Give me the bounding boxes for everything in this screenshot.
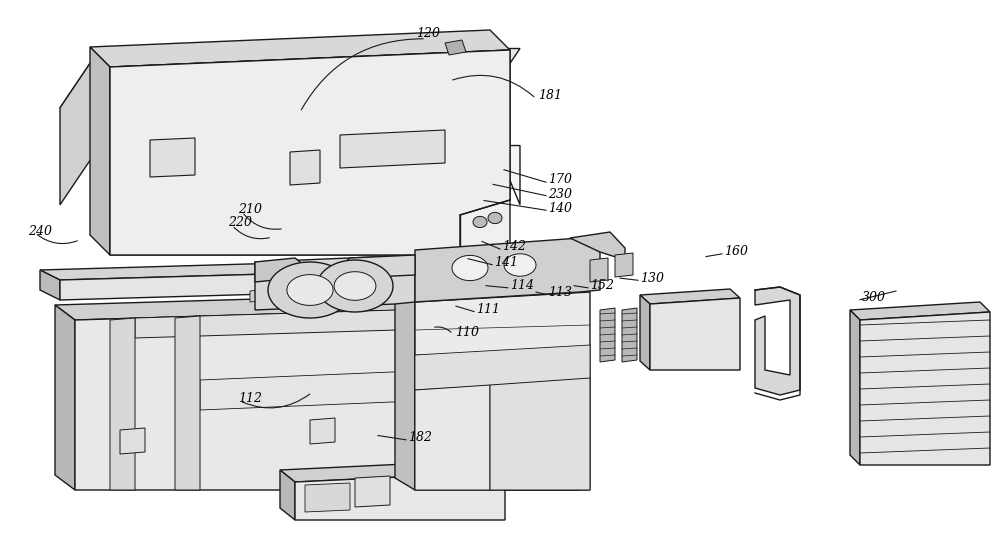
- Polygon shape: [600, 308, 615, 362]
- Polygon shape: [255, 256, 415, 310]
- Polygon shape: [310, 418, 335, 444]
- Polygon shape: [504, 254, 536, 276]
- Polygon shape: [335, 255, 415, 278]
- Polygon shape: [280, 460, 505, 482]
- Polygon shape: [150, 138, 195, 177]
- Polygon shape: [135, 305, 560, 338]
- Polygon shape: [40, 270, 60, 300]
- Text: 120: 120: [416, 27, 440, 40]
- Text: 220: 220: [228, 216, 252, 229]
- Polygon shape: [340, 130, 445, 168]
- FancyArrowPatch shape: [37, 234, 77, 244]
- Polygon shape: [622, 308, 637, 362]
- Polygon shape: [75, 305, 580, 490]
- Polygon shape: [415, 292, 590, 490]
- Polygon shape: [488, 212, 502, 224]
- Polygon shape: [120, 428, 145, 454]
- Text: 300: 300: [862, 291, 886, 304]
- Polygon shape: [40, 255, 580, 280]
- FancyArrowPatch shape: [453, 75, 534, 97]
- Polygon shape: [287, 274, 333, 306]
- Polygon shape: [452, 255, 488, 281]
- Text: 141: 141: [494, 256, 518, 269]
- Polygon shape: [415, 345, 590, 390]
- Polygon shape: [650, 298, 740, 370]
- Polygon shape: [355, 476, 390, 507]
- Text: 111: 111: [476, 303, 500, 316]
- Polygon shape: [90, 47, 110, 255]
- Text: 110: 110: [455, 326, 479, 339]
- Polygon shape: [55, 305, 75, 490]
- Polygon shape: [110, 318, 135, 490]
- Polygon shape: [590, 258, 608, 282]
- Polygon shape: [290, 150, 320, 185]
- FancyArrowPatch shape: [243, 394, 310, 408]
- Polygon shape: [100, 49, 520, 205]
- Text: 240: 240: [28, 225, 52, 238]
- Text: 152: 152: [590, 279, 614, 292]
- Polygon shape: [60, 49, 520, 108]
- Polygon shape: [395, 290, 415, 490]
- Polygon shape: [175, 316, 200, 490]
- Text: 230: 230: [548, 188, 572, 201]
- Text: 160: 160: [724, 245, 748, 258]
- FancyArrowPatch shape: [244, 214, 281, 229]
- Polygon shape: [334, 272, 376, 300]
- Polygon shape: [400, 390, 555, 435]
- Text: 182: 182: [408, 431, 432, 444]
- FancyArrowPatch shape: [301, 39, 423, 110]
- Polygon shape: [200, 365, 560, 410]
- Polygon shape: [60, 49, 100, 205]
- Polygon shape: [280, 470, 295, 520]
- Polygon shape: [755, 287, 800, 395]
- FancyArrowPatch shape: [435, 327, 451, 332]
- Polygon shape: [860, 312, 990, 465]
- Polygon shape: [55, 290, 580, 320]
- Polygon shape: [473, 216, 487, 227]
- Polygon shape: [250, 290, 258, 302]
- Polygon shape: [317, 260, 393, 312]
- Text: 140: 140: [548, 202, 572, 215]
- Text: 112: 112: [238, 392, 262, 405]
- Text: 170: 170: [548, 173, 572, 186]
- Polygon shape: [305, 483, 350, 512]
- Polygon shape: [60, 265, 580, 300]
- Polygon shape: [480, 255, 580, 286]
- Polygon shape: [110, 50, 510, 255]
- Polygon shape: [255, 258, 310, 282]
- Polygon shape: [268, 262, 352, 318]
- Text: 181: 181: [538, 89, 562, 102]
- Polygon shape: [280, 290, 288, 302]
- Polygon shape: [445, 40, 466, 55]
- Polygon shape: [310, 290, 318, 302]
- Polygon shape: [490, 378, 590, 490]
- Polygon shape: [850, 310, 860, 465]
- Text: 210: 210: [238, 203, 262, 216]
- Polygon shape: [90, 30, 510, 67]
- Polygon shape: [110, 50, 510, 255]
- Polygon shape: [415, 385, 490, 490]
- Polygon shape: [615, 253, 633, 277]
- Text: 142: 142: [502, 240, 526, 253]
- Polygon shape: [850, 302, 990, 320]
- Text: 114: 114: [510, 279, 534, 292]
- Polygon shape: [640, 295, 650, 370]
- FancyArrowPatch shape: [234, 227, 269, 239]
- Polygon shape: [295, 472, 505, 520]
- Polygon shape: [395, 280, 590, 302]
- Polygon shape: [415, 238, 600, 302]
- Text: 113: 113: [548, 286, 572, 299]
- Polygon shape: [640, 289, 740, 304]
- Polygon shape: [570, 232, 625, 260]
- Text: 130: 130: [640, 272, 664, 285]
